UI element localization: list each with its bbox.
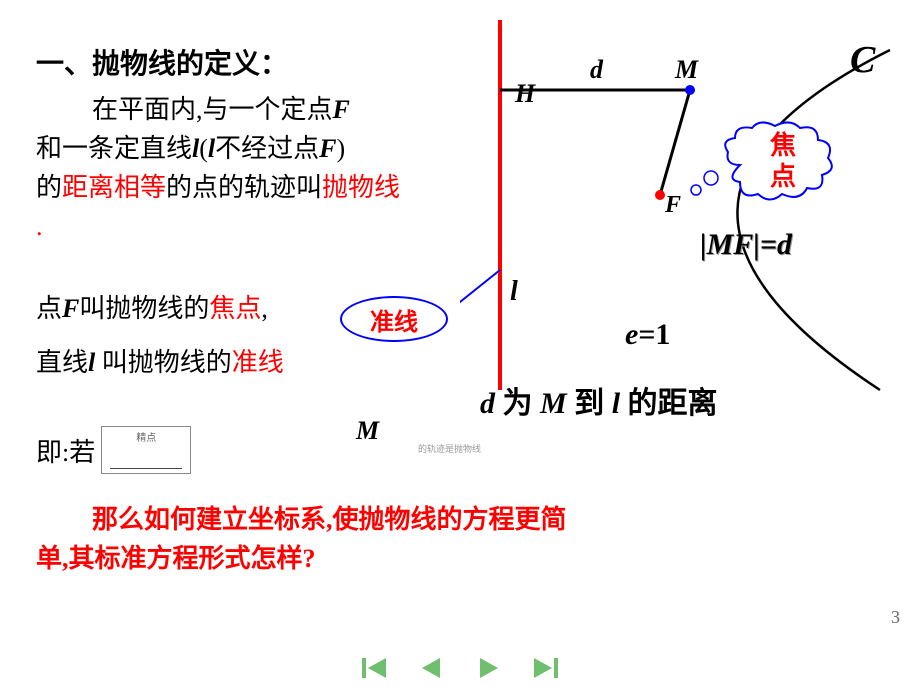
d-meaning: d 为 M 到 l 的距离 [480,378,718,422]
section-title: 一、抛物线的定义： [36,42,288,82]
eccentricity: e=1 [625,318,670,352]
label-d: d [590,55,604,84]
focus-text: 焦点 [770,130,796,192]
definition-paragraph: 在平面内,与一个定点F 和一条定直线l(l不经过点F) 的距离相等的点的轨迹叫抛… [36,90,436,246]
var-F: F [62,294,79,323]
question-paragraph: 那么如何建立坐标系,使抛物线的方程更简 单,其标准方程形式怎样? [36,500,866,578]
d-var: d [480,387,495,420]
label-F: F [664,192,681,218]
paren: ( [199,134,208,163]
var-F: F [333,95,350,124]
directrix-word: 准线 [232,348,284,377]
label-l: l [510,276,518,307]
slide: 一、抛物线的定义： 在平面内,与一个定点F 和一条定直线l(l不经过点F) 的距… [0,0,920,690]
first-icon [362,658,390,678]
paren: ) [337,134,346,163]
txt: 到 [567,387,612,420]
text: 在平面内,与一个定点 [92,95,333,124]
formula-box: 精点 [101,426,191,474]
m-var: M [540,387,567,420]
boxed-top-label: 精点 [102,429,190,444]
nav-first-button[interactable] [358,654,394,682]
directrix-callout: 准线 [340,296,448,342]
text: 的点的轨迹叫 [166,173,322,202]
comma: , [261,294,268,323]
text: 点 [36,294,62,323]
directrix-line: 直线l 叫抛物线的准线 [36,342,284,379]
nav-last-button[interactable] [526,654,562,682]
distance-equal: 距离相等 [62,173,166,202]
focus-word: 焦点 [209,294,261,323]
nav-prev-button[interactable] [414,654,450,682]
var-F2: F [319,134,336,163]
text: 不经过点 [215,134,319,163]
parabola-dot: . [36,212,43,241]
parabola-word: 抛物线 [322,173,400,202]
focus-cloud: 焦点 [720,120,840,210]
label-H: H [514,79,536,108]
txt: 为 [495,387,540,420]
e-var: e [625,318,638,351]
tiny-trail-text: 的轨迹是抛物线 [418,442,481,455]
next-icon [474,658,502,678]
fraction-line [110,468,182,469]
q-line1: 那么如何建立坐标系,使抛物线的方程更简 [92,505,567,534]
prev-icon [418,658,446,678]
txt: 的距离 [620,387,718,420]
mf-eq-d: |MF|=d [700,228,792,262]
condition-line: 即:若 精点 [36,426,197,474]
text: 和一条定直线 [36,134,192,163]
text: 直线 [36,348,88,377]
e-val: =1 [638,318,670,351]
l-var: l [612,387,620,420]
last-icon [530,658,558,678]
focus-line: 点F叫抛物线的焦点, [36,288,268,325]
parabola-diagram: H d M C F l [460,20,900,440]
nav-buttons [358,654,562,682]
text: 叫抛物线的 [79,294,209,323]
label-C: C [850,39,876,81]
text: 的 [36,173,62,202]
q-line2: 单,其标准方程形式怎样? [36,544,316,573]
label-M: M [674,55,699,84]
text: 即:若 [36,432,95,469]
page-number: 3 [891,607,900,628]
m-label: M [356,416,379,446]
text: 叫抛物线的 [95,348,232,377]
nav-next-button[interactable] [470,654,506,682]
